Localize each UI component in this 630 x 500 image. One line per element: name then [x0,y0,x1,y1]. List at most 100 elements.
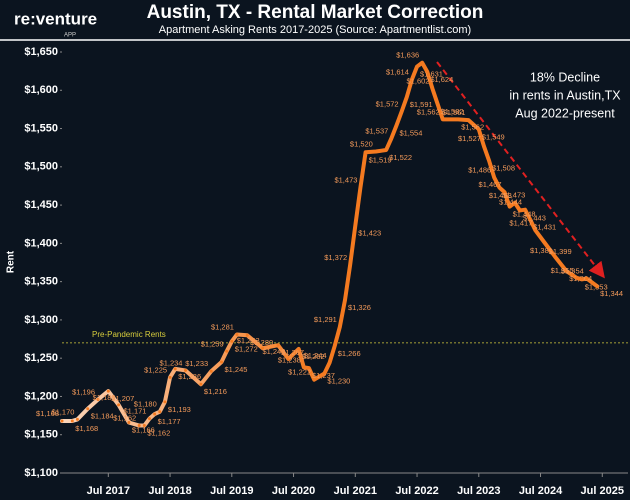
point [348,263,352,267]
value-label: $1,582 [441,107,464,116]
y-tick-label: $1,600 [24,84,58,96]
point [554,256,558,260]
point [328,361,332,365]
point [482,144,486,148]
point [158,410,162,414]
value-label: $1,180 [134,400,157,409]
point [183,368,187,372]
point [364,150,368,154]
point [70,419,74,423]
point [358,185,362,189]
point [86,407,90,411]
value-label: $1,602 [407,77,430,86]
value-label: $1,473 [334,175,357,184]
value-label: $1,216 [204,387,227,396]
y-tick-label: $1,500 [24,161,58,173]
value-label: $1,562 [417,107,440,116]
value-label: $1,184 [91,412,114,421]
point [503,190,507,194]
chart-title: Austin, TX - Rental Market Correction [147,2,484,23]
y-tick-label: $1,200 [24,390,58,402]
value-label: $1,238 [278,355,301,364]
logo: re:venture [14,9,97,28]
x-tick-label: Jul 2019 [210,485,253,497]
value-label: $1,196 [72,388,95,397]
chart-subtitle: Apartment Asking Rents 2017-2025 (Source… [159,24,471,36]
point [338,325,342,329]
value-label: $1,591 [410,100,433,109]
point [245,333,249,337]
x-tick-label: Jul 2025 [581,485,624,497]
value-label: $1,281 [211,322,234,331]
x-tick-label: Jul 2017 [87,485,130,497]
point [400,110,404,114]
value-label: $1,259 [201,339,224,348]
point [127,420,131,424]
point [585,277,589,281]
point [533,228,537,232]
value-label: $1,624 [430,75,453,84]
point [466,118,470,122]
y-tick-label: $1,300 [24,314,58,326]
value-label: $1,162 [147,429,170,438]
value-label: $1,431 [533,223,556,232]
value-label: $1,236 [178,372,201,381]
point [580,277,584,281]
value-label: $1,233 [185,359,208,368]
annotation: Aug 2022-present [515,106,615,120]
point [508,205,512,209]
point [595,284,599,288]
point [410,78,414,82]
point [286,357,290,361]
value-label: $1,522 [389,153,412,162]
value-label: $1,562 [461,122,484,131]
value-label: $1,486 [468,166,491,175]
value-label: $1,344 [600,289,623,298]
point [405,95,409,99]
x-tick-label: Jul 2023 [457,485,500,497]
value-label: $1,520 [350,139,373,148]
x-tick-label: Jul 2022 [395,485,438,497]
point [420,61,424,65]
value-label: $1,266 [338,349,361,358]
point [235,332,239,336]
point [137,424,141,428]
y-tick-label: $1,350 [24,276,58,288]
reference-label: Pre-Pandemic Rents [92,330,166,339]
point [374,150,378,154]
x-tick-label: Jul 2018 [148,485,191,497]
value-label: $1,189 [93,393,116,402]
value-label: $1,326 [348,303,371,312]
value-label: $1,168 [75,424,98,433]
point [497,185,501,189]
value-label: $1,527 [458,134,481,143]
point [312,378,316,382]
point [430,87,434,91]
point [513,201,517,205]
value-label: $1,244 [304,351,327,360]
logo-sub: APP [64,33,76,39]
value-label: $1,614 [386,68,409,77]
point [147,417,151,421]
point [415,65,419,69]
point [261,346,265,350]
value-label: $1,417 [509,218,532,227]
value-label: $1,549 [482,132,505,141]
point [518,208,522,212]
point [441,117,445,121]
value-label: $1,354 [561,267,584,276]
point [322,371,326,375]
value-label: $1,443 [523,213,546,222]
value-label: $1,272 [235,344,258,353]
point [564,269,568,273]
value-label: $1,222 [288,368,311,377]
value-label: $1,355 [551,266,574,275]
point [353,224,357,228]
point [333,344,337,348]
x-tick-label: Jul 2020 [272,485,315,497]
point [106,389,110,393]
decline-arrow [436,61,605,279]
value-label: $1,372 [324,253,347,262]
value-label: $1,168 [36,409,59,418]
